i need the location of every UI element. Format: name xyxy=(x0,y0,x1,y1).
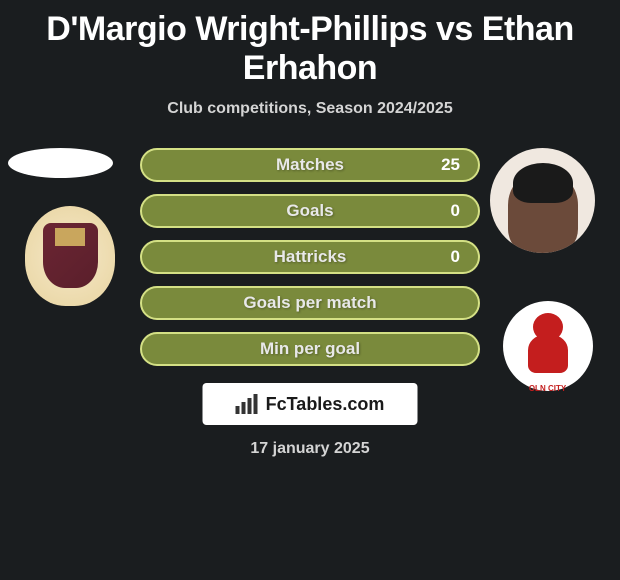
badge-inner-shield xyxy=(43,223,98,288)
watermark-text: FcTables.com xyxy=(266,394,385,415)
player-head-silhouette xyxy=(508,173,578,253)
player-photo-right xyxy=(490,148,595,253)
stat-bar-goals: Goals 0 xyxy=(140,194,480,228)
stat-label-mpg: Min per goal xyxy=(260,339,360,359)
stat-value-hattricks: 0 xyxy=(451,247,460,267)
stat-label-hattricks: Hattricks xyxy=(274,247,347,267)
stat-label-gpm: Goals per match xyxy=(243,293,376,313)
date-footer: 17 january 2025 xyxy=(0,440,620,458)
stat-bar-goals-per-match: Goals per match xyxy=(140,286,480,320)
comparison-subtitle: Club competitions, Season 2024/2025 xyxy=(0,100,620,118)
comparison-title: D'Margio Wright-Phillips vs Ethan Erhaho… xyxy=(0,10,620,88)
stat-label-goals: Goals xyxy=(286,201,333,221)
chart-icon xyxy=(236,394,260,414)
club-badge-left xyxy=(20,203,120,308)
stat-value-goals: 0 xyxy=(451,201,460,221)
stat-bar-min-per-goal: Min per goal xyxy=(140,332,480,366)
stat-bar-hattricks: Hattricks 0 xyxy=(140,240,480,274)
watermark-badge: FcTables.com xyxy=(203,383,418,425)
lincoln-badge: OLN CITY xyxy=(503,301,593,391)
stat-value-matches: 25 xyxy=(441,155,460,175)
stat-bar-matches: Matches 25 xyxy=(140,148,480,182)
player-photo-left xyxy=(8,148,113,178)
stats-bars-container: Matches 25 Goals 0 Hattricks 0 Goals per… xyxy=(140,148,480,378)
stat-label-matches: Matches xyxy=(276,155,344,175)
comparison-container: D'Margio Wright-Phillips vs Ethan Erhaho… xyxy=(0,0,620,580)
castle-icon xyxy=(55,228,85,246)
imp-icon xyxy=(520,313,575,378)
northampton-shield xyxy=(25,206,115,306)
club-badge-right: OLN CITY xyxy=(495,288,600,403)
lincoln-city-text: OLN CITY xyxy=(503,384,593,393)
